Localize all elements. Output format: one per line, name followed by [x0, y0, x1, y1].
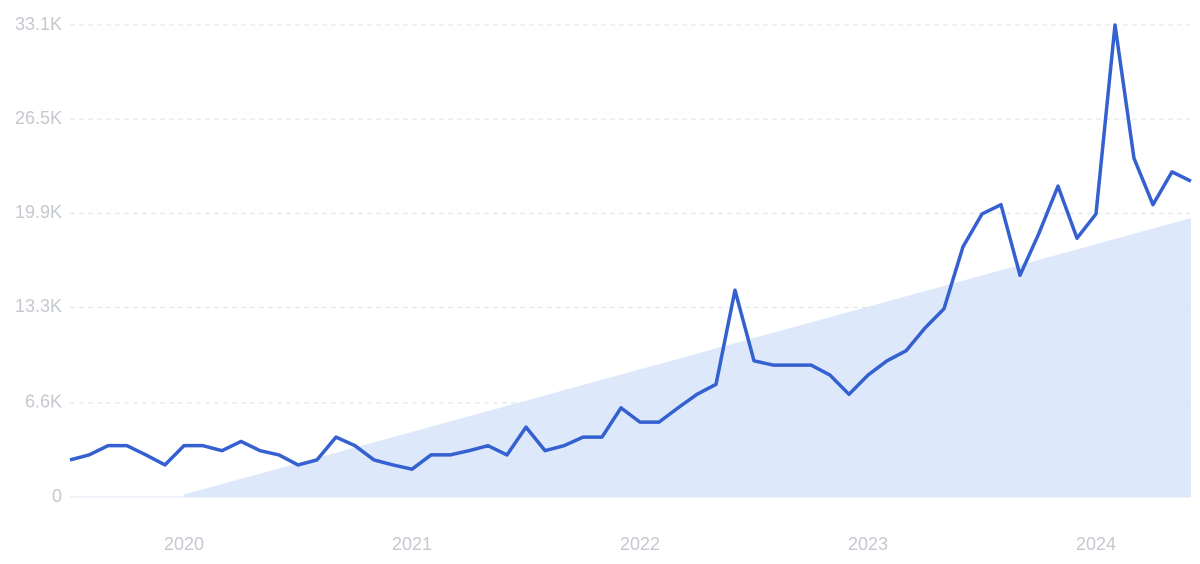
y-tick-label: 6.6K — [25, 392, 62, 412]
y-tick-label: 13.3K — [15, 296, 62, 316]
y-tick-label: 33.1K — [15, 14, 62, 34]
x-tick-label: 2022 — [620, 534, 660, 554]
y-tick-label: 26.5K — [15, 108, 62, 128]
x-tick-label: 2020 — [164, 534, 204, 554]
line — [69, 23, 1192, 471]
trend-area — [184, 218, 1191, 497]
y-tick-label: 0 — [52, 486, 62, 506]
x-tick-label: 2021 — [392, 534, 432, 554]
x-tick-label: 2023 — [848, 534, 888, 554]
x-tick-label: 2024 — [1076, 534, 1116, 554]
y-tick-label: 19.9K — [15, 202, 62, 222]
